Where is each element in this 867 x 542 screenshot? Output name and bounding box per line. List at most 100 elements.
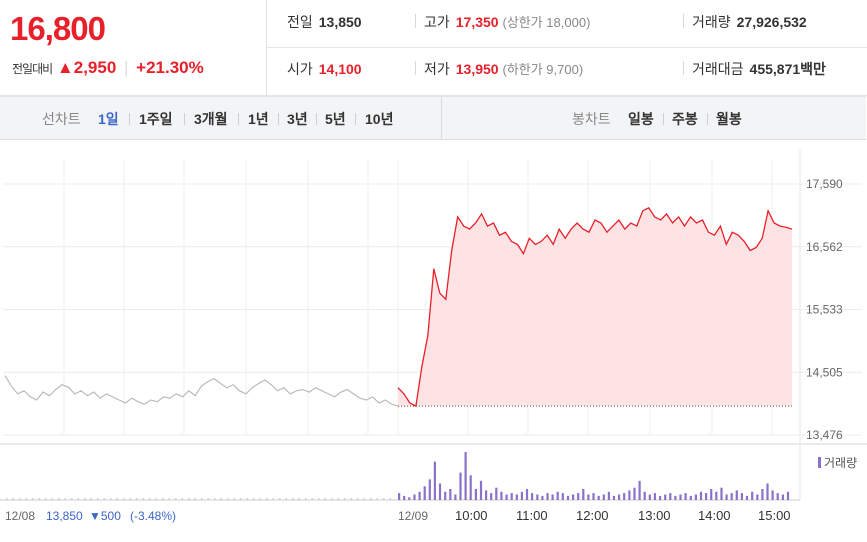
volume-bar: [363, 498, 365, 500]
divider: [355, 113, 356, 125]
volume-bar: [413, 494, 416, 500]
prev-day-change: ▼500: [89, 509, 121, 523]
volume-bar: [129, 498, 131, 500]
volume-bar: [201, 498, 203, 500]
divider: [184, 113, 185, 125]
volume-bar: [566, 495, 570, 500]
today-price-line: [397, 206, 793, 408]
tab-period-1w[interactable]: 1주일: [139, 111, 173, 127]
volume-bar: [428, 479, 431, 500]
volume-bar: [638, 480, 641, 500]
volume-bar: [551, 494, 554, 500]
volume-bar: [510, 493, 513, 500]
volume-bar: [168, 498, 170, 500]
prev-day-area: [4, 375, 399, 407]
volume-bar: [469, 475, 472, 500]
high-label: 고가: [424, 14, 450, 30]
open-value: 14,100: [318, 61, 362, 77]
volume-bar: [674, 495, 677, 500]
volume-bar: [136, 498, 138, 500]
tab-candle-monthly[interactable]: 월봉: [716, 111, 742, 127]
x-tick-label: 12:00: [576, 508, 609, 523]
volume-bar: [577, 493, 580, 500]
divider: [707, 113, 708, 125]
divider: [415, 14, 416, 28]
volume-bar: [485, 490, 488, 500]
volume-bar: [155, 498, 157, 500]
tab-period-3y[interactable]: 3년: [287, 111, 308, 127]
up-arrow-icon: ▲: [56, 58, 74, 77]
volume-legend: 거래량: [824, 456, 857, 470]
volume-bar: [279, 498, 281, 500]
volume-bar: [495, 487, 498, 500]
tab-candle-weekly[interactable]: 주봉: [672, 111, 698, 127]
volume-bar: [45, 498, 47, 500]
volume-bar: [97, 498, 99, 500]
volume-bar: [142, 498, 144, 500]
volume-bar: [664, 494, 667, 500]
volume-bar: [324, 498, 326, 500]
volume-bar: [623, 493, 626, 500]
volume-bar: [337, 498, 339, 500]
volume-bar: [643, 491, 646, 500]
volume-bar: [357, 498, 359, 500]
volume-bar: [694, 494, 697, 500]
divider: [683, 61, 684, 75]
volume-bar: [383, 498, 385, 500]
tab-candle-daily[interactable]: 일봉: [628, 111, 654, 127]
prev-day-percent: (-3.48%): [130, 509, 176, 523]
volume-bar: [194, 498, 196, 500]
divider: [415, 61, 416, 75]
tab-period-5y[interactable]: 5년: [325, 111, 346, 127]
price-change: 전일대비 ▲2,950 | +21.30%: [12, 58, 204, 78]
volume-bar: [505, 494, 508, 500]
tab-period-3m[interactable]: 3개월: [194, 111, 228, 127]
change-percent: +21.30%: [136, 58, 204, 77]
volume-bar: [459, 472, 462, 500]
volume-bar: [618, 494, 621, 500]
tab-period-1d[interactable]: 1일: [98, 111, 119, 127]
volume-bar: [272, 498, 274, 500]
volume-bar: [58, 498, 60, 500]
prev-day-date: 12/08: [5, 509, 35, 523]
volume-bar: [181, 498, 183, 500]
x-tick-label: 14:00: [698, 508, 731, 523]
change-label: 전일대비: [12, 62, 53, 76]
upper-limit: (상한가 18,000): [502, 15, 591, 30]
divider: |: [124, 58, 129, 77]
change-value: 2,950: [73, 58, 117, 77]
volume-bar: [536, 494, 539, 500]
volume-bar: [433, 461, 436, 500]
low-value: 13,950: [455, 61, 499, 77]
volume-bar: [32, 498, 34, 500]
volume-bar: [597, 495, 600, 500]
tab-period-10y[interactable]: 10년: [365, 111, 394, 127]
volume-bar: [285, 498, 287, 500]
low-price: 저가 13,950 (하한가 9,700): [424, 59, 583, 79]
tab-period-1y[interactable]: 1년: [248, 111, 269, 127]
volume-bar: [408, 497, 411, 500]
price-summary: 16,800 전일대비 ▲2,950 | +21.30%: [0, 0, 267, 96]
high-price: 고가 17,350 (상한가 18,000): [424, 12, 590, 32]
volume-bar: [376, 498, 378, 500]
volume-legend-icon: [818, 457, 821, 468]
volume-bar: [705, 493, 708, 500]
volume-bar: [781, 494, 784, 500]
volume-bar: [438, 483, 442, 500]
x-tick-label: 13:00: [638, 508, 671, 523]
volume-bar: [116, 498, 118, 500]
volume-bar: [607, 491, 610, 500]
volume-bar: [556, 491, 559, 500]
chart-tab-bar: 선차트 1일 1주일 3개월 1년 3년 5년 10년 봉차트 일봉 주봉 월봉: [0, 96, 866, 140]
divider: [663, 113, 664, 125]
high-value: 17,350: [455, 14, 499, 30]
prev-day-price: 13,850: [46, 509, 83, 523]
volume-bar: [766, 483, 769, 500]
volume-bar: [776, 493, 779, 500]
volume-bar: [490, 493, 493, 500]
amount-value: 455,871: [749, 61, 801, 77]
volume-label: 거래량: [692, 14, 731, 30]
volume-bar: [220, 498, 222, 500]
x-tick-label: 12/09: [398, 509, 428, 523]
volume-bar: [612, 495, 616, 500]
